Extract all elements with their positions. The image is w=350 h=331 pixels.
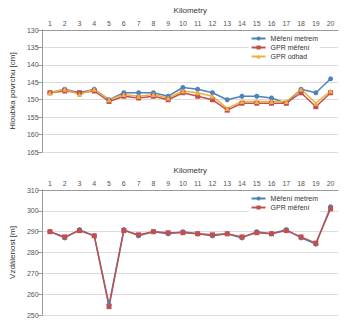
svg-text:6: 6 — [122, 180, 126, 187]
svg-text:6: 6 — [122, 20, 126, 27]
svg-text:12: 12 — [209, 180, 217, 187]
svg-text:5: 5 — [107, 180, 111, 187]
svg-text:7: 7 — [137, 180, 141, 187]
svg-text:7: 7 — [137, 20, 141, 27]
svg-text:8: 8 — [151, 180, 155, 187]
svg-text:13: 13 — [223, 20, 231, 27]
svg-text:18: 18 — [297, 180, 305, 187]
svg-text:2: 2 — [63, 20, 67, 27]
svg-text:13: 13 — [223, 180, 231, 187]
svg-text:Kilometry: Kilometry — [174, 166, 207, 175]
svg-text:GPR měření: GPR měření — [271, 204, 310, 211]
svg-text:GPR odhad: GPR odhad — [271, 53, 308, 60]
svg-text:19: 19 — [312, 180, 320, 187]
svg-text:1: 1 — [48, 180, 52, 187]
svg-text:250: 250 — [27, 312, 39, 319]
svg-text:135: 135 — [27, 44, 39, 51]
svg-text:4: 4 — [92, 20, 96, 27]
svg-text:165: 165 — [27, 149, 39, 156]
svg-text:11: 11 — [194, 20, 201, 27]
svg-text:3: 3 — [78, 180, 82, 187]
svg-text:20: 20 — [327, 180, 335, 187]
svg-text:1: 1 — [48, 20, 52, 27]
svg-text:300: 300 — [27, 207, 39, 214]
svg-text:160: 160 — [27, 131, 39, 138]
svg-text:145: 145 — [27, 79, 39, 86]
svg-text:2: 2 — [63, 180, 67, 187]
svg-text:19: 19 — [312, 20, 320, 27]
svg-text:3: 3 — [78, 20, 82, 27]
svg-text:140: 140 — [27, 61, 39, 68]
svg-text:14: 14 — [238, 20, 246, 27]
svg-text:16: 16 — [268, 180, 276, 187]
svg-text:17: 17 — [282, 180, 290, 187]
svg-text:Hloubka povrchu [cm]: Hloubka povrchu [cm] — [8, 52, 17, 129]
svg-text:18: 18 — [297, 20, 305, 27]
svg-text:260: 260 — [27, 291, 39, 298]
svg-text:280: 280 — [27, 249, 39, 256]
svg-text:290: 290 — [27, 228, 39, 235]
svg-text:150: 150 — [27, 96, 39, 103]
svg-text:11: 11 — [194, 180, 201, 187]
svg-text:155: 155 — [27, 114, 39, 121]
svg-text:270: 270 — [27, 270, 39, 277]
svg-text:130: 130 — [27, 27, 39, 34]
svg-text:10: 10 — [179, 20, 187, 27]
svg-text:10: 10 — [179, 180, 187, 187]
svg-text:15: 15 — [253, 180, 261, 187]
svg-text:Vzdálenost [m]: Vzdálenost [m] — [8, 226, 17, 279]
svg-text:17: 17 — [282, 20, 290, 27]
svg-text:16: 16 — [268, 20, 276, 27]
svg-text:GPR měření: GPR měření — [271, 44, 310, 51]
svg-text:5: 5 — [107, 20, 111, 27]
svg-text:310: 310 — [27, 187, 39, 194]
svg-text:14: 14 — [238, 180, 246, 187]
svg-text:15: 15 — [253, 20, 261, 27]
svg-text:9: 9 — [166, 180, 170, 187]
svg-text:9: 9 — [166, 20, 170, 27]
svg-text:Měření metrem: Měření metrem — [271, 195, 319, 202]
svg-text:Měření metrem: Měření metrem — [271, 35, 319, 42]
svg-text:20: 20 — [327, 20, 335, 27]
svg-text:12: 12 — [209, 20, 217, 27]
svg-text:Kilometry: Kilometry — [174, 6, 207, 15]
svg-text:4: 4 — [92, 180, 96, 187]
svg-text:8: 8 — [151, 20, 155, 27]
